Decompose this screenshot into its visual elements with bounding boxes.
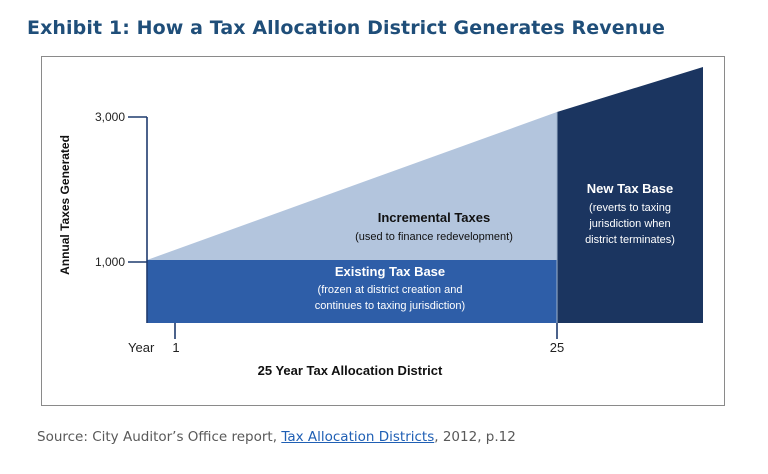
incremental-subtitle: (used to finance redevelopment) [355, 231, 513, 243]
y-axis-label: Annual Taxes Generated [58, 135, 72, 275]
new-base-title: New Tax Base [587, 181, 673, 196]
existing-line-1: (frozen at district creation and [318, 284, 463, 296]
year-prefix: Year [128, 340, 155, 355]
new-base-line-1: (reverts to taxing [589, 202, 671, 214]
source-suffix: , 2012, p.12 [434, 429, 516, 445]
new-tax-base-region [557, 67, 703, 323]
source-prefix: Source: City Auditor’s Office report, [37, 429, 282, 445]
existing-title: Existing Tax Base [335, 264, 445, 279]
new-base-line-3: district terminates) [585, 234, 675, 246]
y-tick-3000: 3,000 [95, 110, 125, 124]
x-tick-25: 25 [550, 340, 564, 355]
exhibit-title: Exhibit 1: How a Tax Allocation District… [27, 17, 665, 39]
existing-tax-base-region [147, 260, 557, 323]
new-base-line-2: jurisdiction when [588, 218, 670, 230]
source-citation: Source: City Auditor’s Office report, Ta… [37, 429, 516, 445]
existing-line-2: continues to taxing jurisdiction) [315, 300, 465, 312]
incremental-title: Incremental Taxes [378, 210, 490, 225]
x-tick-1: 1 [172, 340, 179, 355]
y-tick-1000: 1,000 [95, 255, 125, 269]
x-axis-label: 25 Year Tax Allocation District [258, 363, 443, 378]
incremental-taxes-region [147, 112, 557, 260]
source-link[interactable]: Tax Allocation Districts [281, 429, 435, 445]
